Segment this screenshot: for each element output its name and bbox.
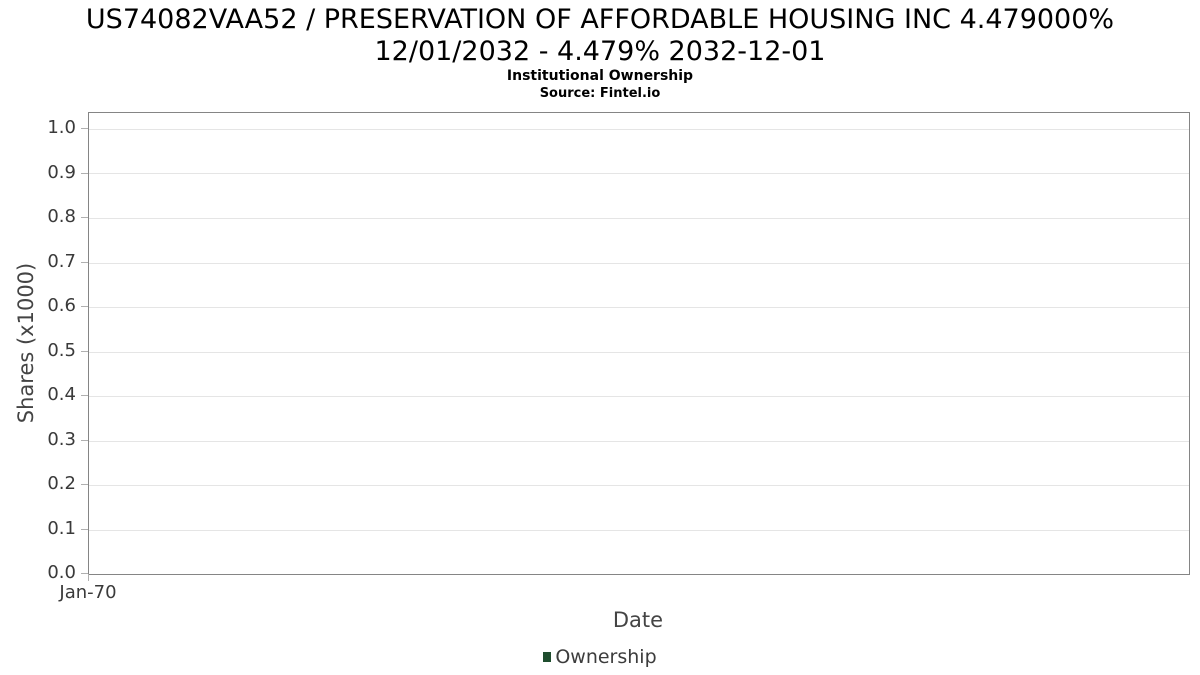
y-tick-mark-0.2 [81, 484, 88, 485]
x-axis-tick-label: Jan-70 [59, 582, 117, 603]
x-tick-mark-jan-70 [88, 574, 89, 581]
y-tick-mark-0.5 [81, 351, 88, 352]
y-axis-title: Shares (x1000) [14, 262, 38, 424]
chart-title-line-2: 12/01/2032 - 4.479% 2032-12-01 [374, 36, 826, 67]
x-axis-title: Date [612, 608, 664, 632]
gridline-y-0.9 [89, 173, 1189, 174]
y-tick-label-0.0: 0.0 [47, 562, 76, 583]
y-tick-label-0.6: 0.6 [47, 295, 76, 316]
y-tick-mark-0.9 [81, 173, 88, 174]
y-tick-label-0.3: 0.3 [47, 429, 76, 450]
y-tick-label-0.8: 0.8 [47, 206, 76, 227]
gridline-y-0.5 [89, 352, 1189, 353]
y-tick-mark-0.0 [81, 573, 88, 574]
gridline-y-0.2 [89, 485, 1189, 486]
legend: Ownership [0, 646, 1200, 668]
y-tick-label-0.7: 0.7 [47, 251, 76, 272]
chart-title-line-1: US74082VAA52 / PRESERVATION OF AFFORDABL… [85, 4, 1115, 35]
gridline-y-0.6 [89, 307, 1189, 308]
gridline-y-0.4 [89, 396, 1189, 397]
y-tick-mark-0.4 [81, 395, 88, 396]
chart-source-credit: Source: Fintel.io [539, 86, 661, 101]
legend-marker-icon [543, 652, 552, 662]
y-tick-label-0.1: 0.1 [47, 518, 76, 539]
y-tick-label-0.2: 0.2 [47, 473, 76, 494]
y-tick-label-0.9: 0.9 [47, 162, 76, 183]
y-tick-mark-0.6 [81, 306, 88, 307]
y-tick-mark-1.0 [81, 128, 88, 129]
y-tick-mark-0.8 [81, 217, 88, 218]
gridline-y-0.7 [89, 263, 1189, 264]
gridline-y-1.0 [89, 129, 1189, 130]
legend-item-ownership[interactable]: Ownership [543, 646, 657, 668]
y-tick-label-0.4: 0.4 [47, 384, 76, 405]
gridline-y-0.8 [89, 218, 1189, 219]
y-tick-label-1.0: 1.0 [47, 117, 76, 138]
y-tick-mark-0.3 [81, 440, 88, 441]
y-tick-mark-0.7 [81, 262, 88, 263]
gridline-y-0.1 [89, 530, 1189, 531]
gridline-y-0.3 [89, 441, 1189, 442]
y-tick-label-0.5: 0.5 [47, 340, 76, 361]
chart-subtitle: Institutional Ownership [506, 68, 694, 84]
plot-area [88, 112, 1190, 575]
y-tick-mark-0.1 [81, 529, 88, 530]
legend-item-label: Ownership [555, 646, 657, 668]
